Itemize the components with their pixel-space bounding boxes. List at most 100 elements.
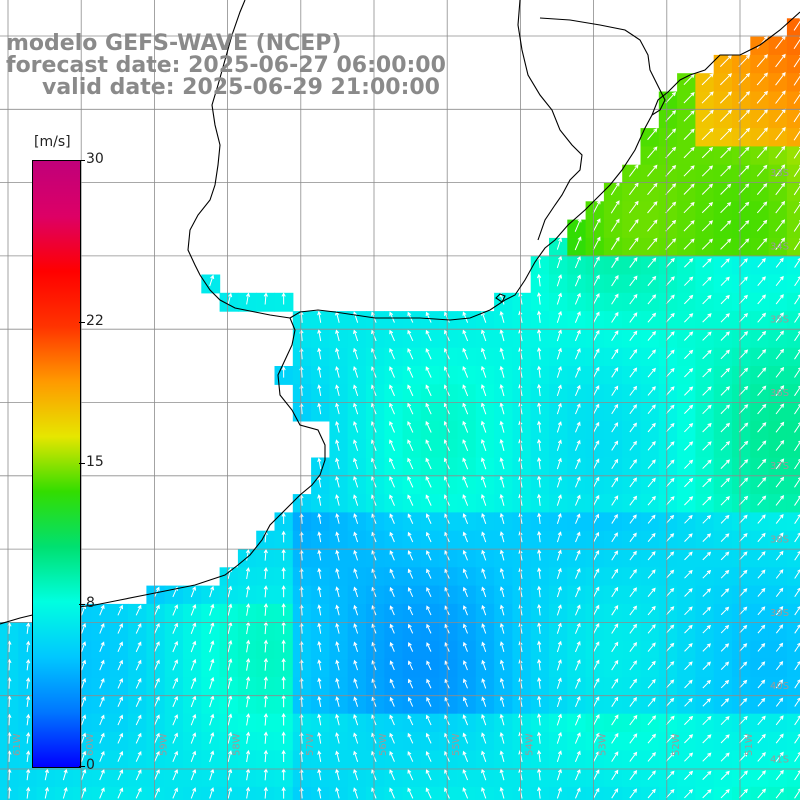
wind-arrow	[537, 475, 542, 488]
wind-arrow	[499, 622, 505, 634]
wind-speed-cell	[658, 786, 678, 800]
wind-arrow	[407, 678, 414, 689]
wind-arrow	[702, 477, 712, 488]
wind-arrow	[425, 494, 432, 506]
wind-arrow	[702, 606, 712, 616]
wind-arrow	[537, 677, 542, 689]
wind-speed-cell	[420, 786, 440, 800]
wind-arrow	[720, 661, 730, 670]
wind-arrow	[702, 533, 712, 542]
wind-arrow	[757, 367, 767, 378]
wind-arrow	[701, 183, 714, 195]
wind-speed-cell	[786, 274, 800, 294]
wind-arrow	[117, 641, 124, 653]
wind-arrow	[499, 659, 505, 671]
wind-arrow	[738, 238, 750, 250]
wind-arrow	[172, 677, 179, 689]
wind-arrow	[720, 404, 731, 415]
wind-arrow	[665, 477, 675, 488]
wind-arrow	[757, 606, 766, 616]
wind-arrow	[281, 602, 286, 616]
wind-arrow	[574, 750, 581, 763]
wind-arrow	[757, 514, 766, 524]
wind-arrow	[794, 495, 800, 506]
wind-arrow	[757, 532, 766, 543]
wind-arrow	[154, 641, 160, 653]
wind-arrow	[647, 146, 658, 159]
wind-arrow	[593, 531, 600, 543]
colorbar-tick-mark	[79, 160, 85, 161]
wind-arrow	[462, 623, 468, 634]
wind-arrow	[683, 128, 695, 140]
wind-arrow	[739, 606, 748, 616]
wind-arrow	[684, 770, 694, 780]
wind-arrow	[263, 603, 268, 616]
wind-arrow	[593, 550, 600, 561]
wind-arrow	[556, 622, 562, 634]
wind-arrow	[665, 679, 675, 689]
valid-date: valid date: 2025-06-29 21:00:00	[42, 75, 440, 100]
wind-arrow	[629, 349, 638, 360]
wind-arrow	[81, 659, 87, 671]
wind-arrow	[499, 329, 505, 342]
wind-arrow	[556, 329, 562, 342]
wind-arrow	[172, 640, 179, 653]
wind-arrow	[426, 605, 432, 616]
wind-arrow	[499, 475, 505, 488]
wind-arrow	[335, 567, 340, 579]
wind-arrow	[190, 603, 197, 616]
wind-arrow	[775, 348, 785, 360]
wind-speed-cell	[786, 146, 800, 166]
wind-arrow	[720, 477, 731, 488]
wind-arrow	[556, 713, 562, 726]
wind-arrow	[462, 329, 469, 342]
wind-arrow	[611, 367, 619, 378]
wind-arrow	[611, 586, 619, 598]
wind-arrow	[684, 789, 694, 799]
wind-arrow	[647, 697, 656, 707]
colorbar-tick-30: 30	[86, 151, 104, 167]
wind-arrow	[684, 386, 694, 396]
wind-arrow	[702, 569, 712, 579]
wind-arrow	[389, 732, 395, 744]
wind-arrow	[353, 604, 359, 616]
wind-arrow	[611, 568, 619, 579]
wind-arrow	[775, 330, 784, 342]
wind-arrow	[462, 420, 469, 433]
wind-arrow	[702, 715, 712, 726]
wind-arrow	[556, 366, 562, 378]
wind-arrow	[209, 731, 215, 744]
wind-arrow	[775, 569, 784, 579]
wind-arrow	[335, 586, 340, 598]
wind-arrow	[353, 439, 359, 451]
wind-arrow	[738, 495, 749, 506]
wind-speed-cell	[786, 695, 800, 715]
wind-arrow	[665, 459, 675, 469]
wind-arrow	[720, 349, 730, 360]
wind-arrow	[499, 457, 505, 470]
wind-arrow	[462, 365, 469, 378]
wind-speed-cell	[786, 402, 800, 422]
wind-arrow	[209, 274, 215, 287]
wind-arrow	[407, 714, 414, 726]
colorbar-tick-mark	[79, 321, 85, 323]
wind-arrow	[209, 621, 215, 635]
wind-arrow	[335, 750, 340, 762]
wind-arrow	[683, 201, 695, 214]
wind-arrow	[738, 440, 749, 451]
wind-arrow	[425, 787, 432, 799]
wind-arrow	[281, 639, 286, 653]
wind-arrow	[757, 422, 767, 433]
wind-arrow	[756, 201, 768, 214]
wind-arrow	[245, 749, 251, 763]
wind-arrow	[317, 531, 322, 543]
wind-arrow	[684, 715, 694, 726]
wind-arrow	[683, 220, 695, 232]
wind-arrow	[593, 769, 600, 781]
wind-arrow	[499, 732, 505, 744]
wind-arrow	[190, 768, 197, 781]
wind-speed-cell	[786, 750, 800, 770]
wind-arrow	[317, 713, 322, 726]
wind-arrow	[335, 402, 340, 415]
wind-arrow	[462, 513, 469, 524]
